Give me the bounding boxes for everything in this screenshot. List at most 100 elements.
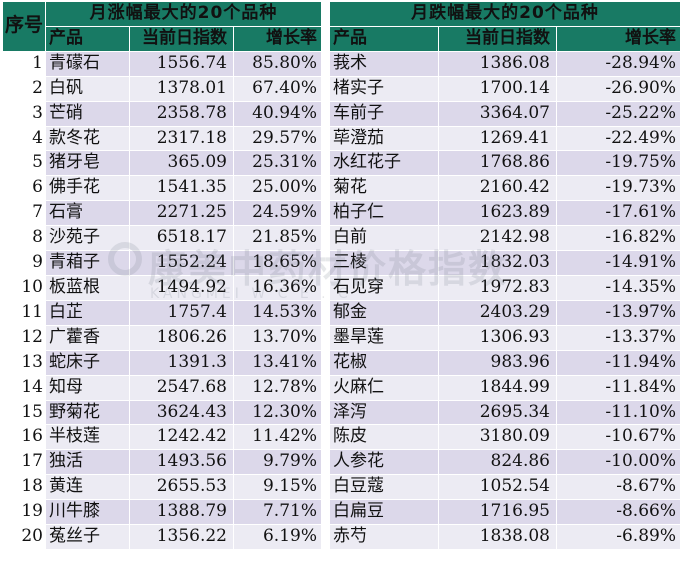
fall-index-cell: 3364.07	[438, 101, 557, 127]
fall-growth-cell: -8.67%	[556, 474, 681, 501]
rise-growth-cell: 18.65%	[233, 250, 322, 276]
rise-index-cell: 1391.3	[129, 350, 234, 376]
rise-product-header: 产品	[45, 26, 130, 52]
fall-product-cell: 三棱	[329, 250, 439, 276]
table-row: 14 知母 2547.68 12.78% 火麻仁 1844.99 -11.84%	[2, 375, 681, 401]
fall-product-cell: 车前子	[329, 101, 439, 127]
row-index: 19	[2, 499, 46, 526]
rise-product-cell: 蛇床子	[45, 350, 130, 376]
rise-growth-header: 增长率	[233, 26, 322, 52]
rise-index-cell: 1388.79	[129, 499, 234, 526]
rise-growth-cell: 29.57%	[233, 126, 322, 152]
table-row: 6 佛手花 1541.35 25.00% 菊花 2160.42 -19.73%	[2, 175, 681, 202]
row-index: 18	[2, 474, 46, 501]
table-row: 16 半枝莲 1242.42 11.42% 陈皮 3180.09 -10.67%	[2, 424, 681, 451]
rise-growth-cell: 14.53%	[233, 300, 322, 326]
row-index: 5	[2, 150, 46, 177]
table-row: 1 青礞石 1556.74 85.80% 莪术 1386.08 -28.94%	[2, 51, 681, 77]
rise-product-cell: 板蓝根	[45, 275, 130, 301]
column-gap	[321, 2, 330, 550]
fall-product-cell: 石见穿	[329, 275, 439, 301]
rise-growth-cell: 12.78%	[233, 375, 322, 401]
fall-growth-cell: -22.49%	[556, 126, 681, 152]
fall-index-cell: 3180.09	[438, 424, 557, 451]
fall-index-cell: 1972.83	[438, 275, 557, 301]
row-index: 13	[2, 350, 46, 376]
rise-index-cell: 1552.24	[129, 250, 234, 276]
fall-growth-cell: -28.94%	[556, 51, 681, 77]
rise-product-cell: 青葙子	[45, 250, 130, 276]
table-row: 4 款冬花 2317.18 29.57% 荜澄茄 1269.41 -22.49%	[2, 126, 681, 152]
title-row: 序号 月涨幅最大的20个品种 月跌幅最大的20个品种	[2, 2, 681, 550]
fall-title: 月跌幅最大的20个品种	[329, 2, 681, 27]
fall-product-cell: 陈皮	[329, 424, 439, 451]
fall-growth-cell: -10.67%	[556, 424, 681, 451]
rise-growth-cell: 40.94%	[233, 101, 322, 127]
fall-index-cell: 2695.34	[438, 400, 557, 426]
fall-index-cell: 1700.14	[438, 76, 557, 102]
rise-product-cell: 猪牙皂	[45, 150, 130, 177]
fall-product-cell: 人参花	[329, 449, 439, 476]
rise-growth-cell: 25.00%	[233, 175, 322, 202]
fall-index-cell: 2403.29	[438, 300, 557, 326]
rise-growth-cell: 13.70%	[233, 325, 322, 351]
rise-index-cell: 2271.25	[129, 200, 234, 227]
fall-growth-cell: -8.66%	[556, 499, 681, 526]
fall-growth-cell: -26.90%	[556, 76, 681, 102]
row-index: 14	[2, 375, 46, 401]
rise-product-cell: 广藿香	[45, 325, 130, 351]
row-index: 6	[2, 175, 46, 202]
index-header: 序号	[2, 2, 46, 52]
row-index: 3	[2, 101, 46, 127]
row-index: 2	[2, 76, 46, 102]
rise-growth-cell: 7.71%	[233, 499, 322, 526]
fall-growth-cell: -25.22%	[556, 101, 681, 127]
fall-index-cell: 1269.41	[438, 126, 557, 152]
fall-product-cell: 花椒	[329, 350, 439, 376]
table-row: 3 芒硝 2358.78 40.94% 车前子 3364.07 -25.22%	[2, 101, 681, 127]
row-index: 16	[2, 424, 46, 451]
rise-product-cell: 独活	[45, 449, 130, 476]
fall-product-cell: 菊花	[329, 175, 439, 202]
rise-product-cell: 白矾	[45, 76, 130, 102]
rise-product-cell: 黄连	[45, 474, 130, 501]
rise-index-cell: 365.09	[129, 150, 234, 177]
fall-growth-cell: -16.82%	[556, 225, 681, 252]
rise-product-cell: 石膏	[45, 200, 130, 227]
rise-product-cell: 佛手花	[45, 175, 130, 202]
rise-index-cell: 1356.22	[129, 524, 234, 550]
rise-index-cell: 3624.43	[129, 400, 234, 426]
fall-growth-cell: -19.73%	[556, 175, 681, 202]
row-index: 8	[2, 225, 46, 252]
fall-index-cell: 1623.89	[438, 200, 557, 227]
table-row: 10 板蓝根 1494.92 16.36% 石见穿 1972.83 -14.35%	[2, 275, 681, 301]
rise-growth-cell: 6.19%	[233, 524, 322, 550]
fall-index-header: 当前日指数	[438, 26, 557, 52]
fall-growth-cell: -11.84%	[556, 375, 681, 401]
fall-growth-cell: -6.89%	[556, 524, 681, 550]
row-index: 9	[2, 250, 46, 276]
fall-index-cell: 1386.08	[438, 51, 557, 77]
rise-growth-cell: 16.36%	[233, 275, 322, 301]
fall-growth-cell: -17.61%	[556, 200, 681, 227]
rise-index-cell: 1493.56	[129, 449, 234, 476]
rise-index-cell: 1806.26	[129, 325, 234, 351]
fall-growth-cell: -19.75%	[556, 150, 681, 177]
fall-index-cell: 1844.99	[438, 375, 557, 401]
rise-product-cell: 白芷	[45, 300, 130, 326]
rise-index-cell: 1494.92	[129, 275, 234, 301]
rise-index-cell: 6518.17	[129, 225, 234, 252]
fall-growth-header: 增长率	[556, 26, 681, 52]
table-row: 13 蛇床子 1391.3 13.41% 花椒 983.96 -11.94%	[2, 350, 681, 376]
table-row: 5 猪牙皂 365.09 25.31% 水红花子 1768.86 -19.75%	[2, 150, 681, 177]
rise-growth-cell: 9.15%	[233, 474, 322, 501]
fall-product-cell: 白豆蔻	[329, 474, 439, 501]
fall-growth-cell: -13.97%	[556, 300, 681, 326]
rise-product-cell: 川牛膝	[45, 499, 130, 526]
fall-growth-cell: -10.00%	[556, 449, 681, 476]
table-row: 18 黄连 2655.53 9.15% 白豆蔻 1052.54 -8.67%	[2, 474, 681, 501]
fall-product-cell: 荜澄茄	[329, 126, 439, 152]
fall-product-cell: 泽泻	[329, 400, 439, 426]
fall-product-cell: 水红花子	[329, 150, 439, 177]
fall-product-cell: 白前	[329, 225, 439, 252]
